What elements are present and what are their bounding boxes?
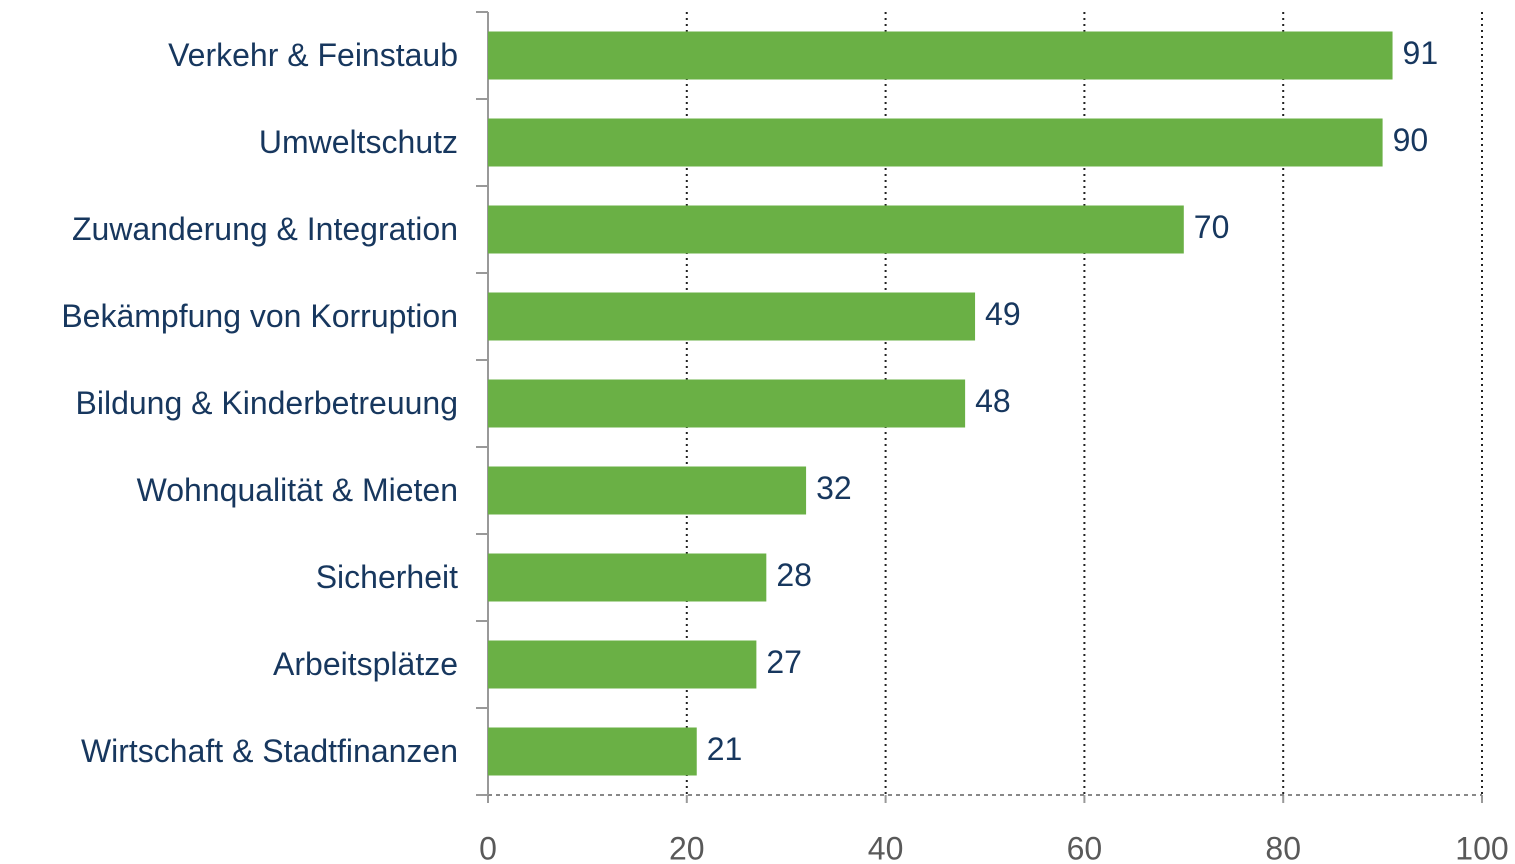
x-tick-label: 100 bbox=[1455, 830, 1508, 864]
y-tick-label: Bekämpfung von Korruption bbox=[61, 298, 458, 334]
bar bbox=[488, 292, 976, 341]
y-tick-label: Sicherheit bbox=[316, 559, 458, 595]
y-tick-label: Verkehr & Feinstaub bbox=[168, 37, 458, 73]
y-tick-label: Wohnqualität & Mieten bbox=[137, 472, 458, 508]
x-tick-label: 80 bbox=[1265, 830, 1301, 864]
bar bbox=[488, 466, 807, 515]
bar bbox=[488, 31, 1393, 80]
value-label: 21 bbox=[707, 731, 743, 767]
y-tick-label: Zuwanderung & Integration bbox=[72, 211, 458, 247]
y-tick-label: Umweltschutz bbox=[259, 124, 458, 160]
value-label: 49 bbox=[985, 296, 1021, 332]
bar bbox=[488, 640, 757, 689]
bar bbox=[488, 553, 767, 602]
bar bbox=[488, 727, 697, 776]
bar bbox=[488, 379, 966, 428]
bar bbox=[488, 205, 1184, 254]
value-label: 91 bbox=[1403, 35, 1439, 71]
x-tick-label: 40 bbox=[868, 830, 904, 864]
x-tick-label: 20 bbox=[669, 830, 705, 864]
value-label: 90 bbox=[1393, 122, 1429, 158]
y-tick-label: Arbeitsplätze bbox=[273, 646, 458, 682]
y-tick-label: Wirtschaft & Stadtfinanzen bbox=[81, 733, 458, 769]
value-label: 70 bbox=[1194, 209, 1230, 245]
x-tick-label: 60 bbox=[1067, 830, 1103, 864]
value-label: 27 bbox=[766, 644, 802, 680]
value-label: 28 bbox=[776, 557, 812, 593]
y-tick-label: Bildung & Kinderbetreuung bbox=[76, 385, 459, 421]
value-label: 48 bbox=[975, 383, 1011, 419]
bar bbox=[488, 118, 1383, 167]
value-label: 32 bbox=[816, 470, 852, 506]
x-tick-label: 0 bbox=[479, 830, 497, 864]
